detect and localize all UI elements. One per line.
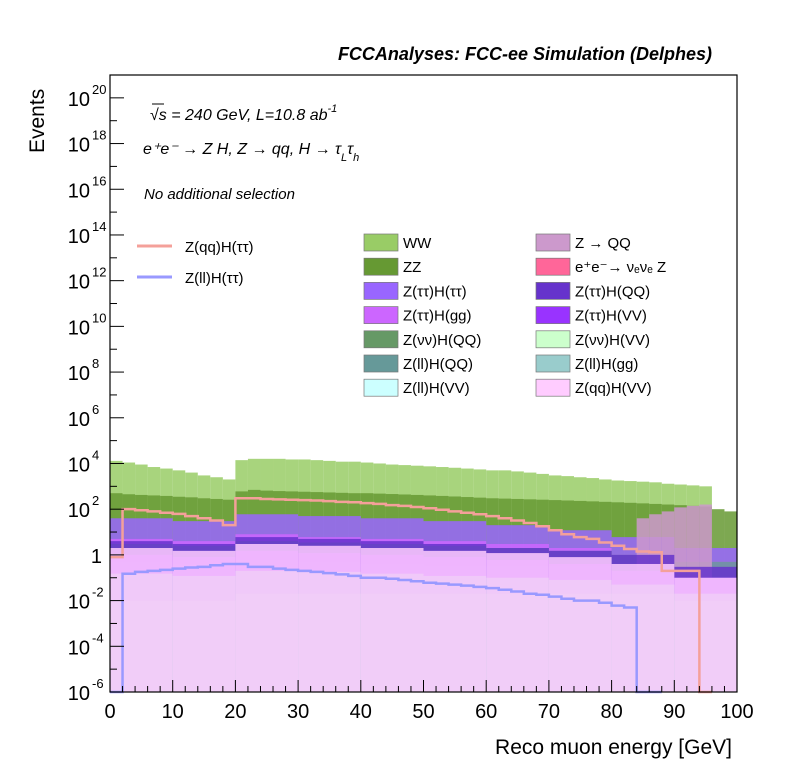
y-tick-label: 10: [68, 683, 90, 705]
y-tick-exponent: -4: [92, 630, 104, 645]
x-tick-label: 10: [162, 701, 184, 723]
y-tick-label: 10: [68, 226, 90, 248]
y-tick-exponent: 20: [92, 82, 106, 97]
legend-swatch-z-qq-h-vv: [535, 378, 571, 397]
y-tick-label: 10: [68, 637, 90, 659]
y-tick-exponent: 8: [92, 356, 99, 371]
legend-swatch-z-h: [363, 282, 399, 300]
x-tick-label: 80: [600, 701, 622, 723]
y-tick-exponent: 6: [92, 402, 99, 417]
bar-z-qq-h-vv: [360, 548, 424, 692]
legend-swatch-z-h-qq: [535, 282, 571, 300]
y-tick-label: 10: [68, 317, 90, 339]
legend-swatch-z-h-gg: [363, 306, 399, 324]
x-tick-label: 50: [412, 701, 434, 723]
legend-swatch-ww: [363, 233, 399, 252]
legend: Z(qq)H(ττ) Z(ll)H(ττ) WW ZZ Z(ττ)H(ττ) Z(ττ)H…: [137, 233, 666, 397]
bar-z-qq-h-vv: [235, 543, 299, 692]
y-tick-exponent: 2: [92, 493, 99, 508]
legend-swatch-z-h-qq: [363, 330, 399, 349]
bar-z-qq-h-vv: [423, 550, 487, 692]
legend-label: Z(ll)H(gg): [575, 356, 638, 373]
legend-label: Z(qq)H(VV): [575, 380, 652, 397]
bar-z-qq-h-vv: [548, 557, 612, 692]
legend-label: Z(ττ)H(QQ): [575, 283, 650, 300]
legend-swatch-z-qq: [535, 233, 571, 252]
legend-label: Z(qq)H(ττ): [185, 239, 254, 256]
legend-label: e⁺e⁻→ νₑνₑ Z: [575, 259, 666, 276]
annotation-energy: √s = 240 GeV, L=10.8 ab-1: [150, 103, 337, 124]
y-tick-exponent: 4: [92, 447, 99, 462]
x-tick-label: 40: [350, 701, 372, 723]
legend-label: Z(ll)H(QQ): [403, 356, 473, 373]
x-tick-label: 20: [224, 701, 246, 723]
annotation-process: e⁺e⁻ → Z H, Z → qq, H → τLτh: [143, 141, 359, 164]
bar-z-qq-h-vv: [486, 553, 549, 692]
y-tick-exponent: 12: [92, 265, 106, 280]
legend-label: Z(νν)H(VV): [575, 332, 650, 349]
legend-label: Z(ττ)H(ττ): [403, 283, 467, 300]
x-tick-label: 70: [538, 701, 560, 723]
legend-label: Z(ll)H(ττ): [185, 270, 244, 287]
legend-swatch-z-ll-h-gg: [535, 354, 571, 373]
signal-layer: [110, 497, 712, 694]
y-axis-label: Events: [26, 89, 49, 153]
legend-label: Z(ll)H(VV): [403, 380, 470, 397]
legend-swatch-z-h-vv: [535, 330, 571, 349]
bar-z-qq-h-vv: [611, 563, 675, 692]
x-tick-label: 0: [104, 701, 115, 723]
y-tick-exponent: -6: [92, 676, 104, 691]
legend-label: WW: [403, 235, 432, 252]
legend-swatch-zz: [363, 257, 399, 276]
y-tick-exponent: -2: [92, 585, 104, 600]
bar-z-qq-h-vv: [674, 577, 737, 692]
legend-label: Z(ττ)H(gg): [403, 308, 472, 325]
y-tick-label: 10: [68, 409, 90, 431]
x-tick-label: 100: [720, 701, 753, 723]
series-line-z-ll-h: [110, 562, 662, 694]
y-tick-label: 10: [68, 272, 90, 294]
legend-swatch-z-h-vv: [535, 306, 571, 324]
legend-label: Z(ττ)H(VV): [575, 308, 647, 325]
y-tick-exponent: 18: [92, 128, 106, 143]
legend-label: Z → QQ: [575, 235, 631, 252]
y-tick-label: 10: [68, 454, 90, 476]
histogram-layer: [110, 458, 737, 692]
legend-label: ZZ: [403, 259, 421, 276]
y-tick-label: 10: [68, 180, 90, 202]
y-tick-label: 10: [68, 89, 90, 111]
legend-swatch-z-ll-h-qq: [363, 354, 399, 373]
x-axis-label: Reco muon energy [GeV]: [495, 736, 732, 759]
y-tick-label: 1: [91, 546, 102, 568]
y-tick-exponent: 16: [92, 173, 106, 188]
y-tick-label: 10: [68, 135, 90, 157]
bar-z-qq-h-vv: [172, 550, 236, 692]
y-tick-label: 10: [68, 363, 90, 385]
legend-label: Z(νν)H(QQ): [403, 332, 481, 349]
x-tick-label: 60: [475, 701, 497, 723]
y-tick-label: 10: [68, 500, 90, 522]
legend-swatch-z-ll-h-vv: [363, 378, 399, 397]
y-tick-exponent: 14: [92, 219, 106, 234]
x-tick-label: 30: [287, 701, 309, 723]
series-line-z-qq-h: [110, 497, 712, 694]
bar-z-qq-h-vv: [298, 545, 361, 692]
y-tick-label: 10: [68, 592, 90, 614]
y-tick-exponent: 10: [92, 310, 106, 325]
x-tick-label: 90: [663, 701, 685, 723]
chart-title: FCCAnalyses: FCC-ee Simulation (Delphes): [338, 44, 712, 64]
legend-swatch-e-e-z: [535, 257, 571, 276]
annotation-selection: No additional selection: [144, 186, 295, 203]
